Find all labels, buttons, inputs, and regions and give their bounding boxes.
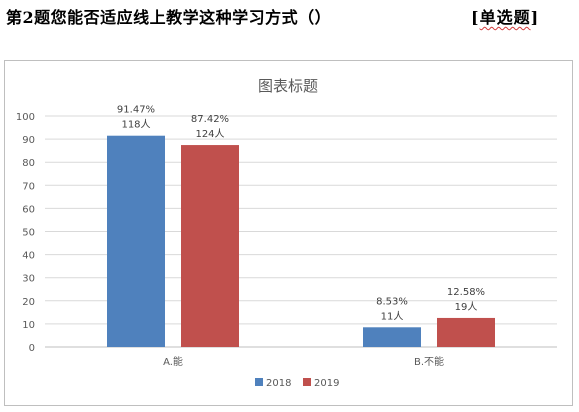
legend-swatch bbox=[303, 378, 311, 386]
question-text: 第2题您能否适应线上教学这种学习方式（） bbox=[6, 8, 332, 27]
data-label: 124人 bbox=[195, 128, 224, 140]
bar bbox=[107, 135, 165, 347]
y-tick-label: 70 bbox=[22, 181, 35, 192]
y-tick-label: 10 bbox=[22, 320, 35, 331]
bar bbox=[181, 145, 239, 347]
data-label: 87.42% bbox=[191, 114, 229, 125]
data-label: 11人 bbox=[381, 310, 404, 322]
y-tick-label: 100 bbox=[16, 112, 35, 123]
y-tick-label: 0 bbox=[29, 343, 35, 354]
question-type-open: [ bbox=[471, 8, 480, 27]
y-tick-label: 80 bbox=[22, 158, 35, 169]
data-label: 8.53% bbox=[376, 296, 408, 307]
data-label: 118人 bbox=[121, 119, 150, 131]
bar bbox=[363, 327, 421, 347]
y-tick-label: 30 bbox=[22, 274, 35, 285]
question-type: [单选题] bbox=[471, 4, 539, 28]
bar bbox=[437, 317, 495, 347]
y-tick-label: 20 bbox=[22, 297, 35, 308]
question-type-label: 单选题 bbox=[479, 8, 531, 27]
bar-chart: 图表标题 0 10 20 30 40 50 60 70 80 90 100 A.能 B.不能 91.47… bbox=[16, 77, 557, 389]
y-tick-label: 50 bbox=[22, 228, 35, 239]
x-tick-label: A.能 bbox=[163, 355, 183, 368]
data-label: 91.47% bbox=[117, 105, 155, 116]
legend-label: 2018 bbox=[266, 378, 291, 389]
chart-title: 图表标题 bbox=[258, 77, 318, 95]
y-tick-label: 60 bbox=[22, 204, 35, 215]
data-label: 19人 bbox=[455, 301, 478, 313]
legend-swatch bbox=[255, 378, 263, 386]
question-header: 第2题您能否适应线上教学这种学习方式（） [单选题] bbox=[6, 2, 576, 28]
chart-frame: 图表标题 0 10 20 30 40 50 60 70 80 90 100 A.能 B.不能 91.47… bbox=[4, 60, 573, 406]
y-tick-label: 90 bbox=[22, 135, 35, 146]
data-label: 12.58% bbox=[447, 287, 485, 298]
question-type-close: ] bbox=[530, 8, 540, 27]
y-tick-label: 40 bbox=[22, 251, 35, 262]
legend-label: 2019 bbox=[314, 378, 339, 389]
x-tick-label: B.不能 bbox=[414, 355, 444, 368]
